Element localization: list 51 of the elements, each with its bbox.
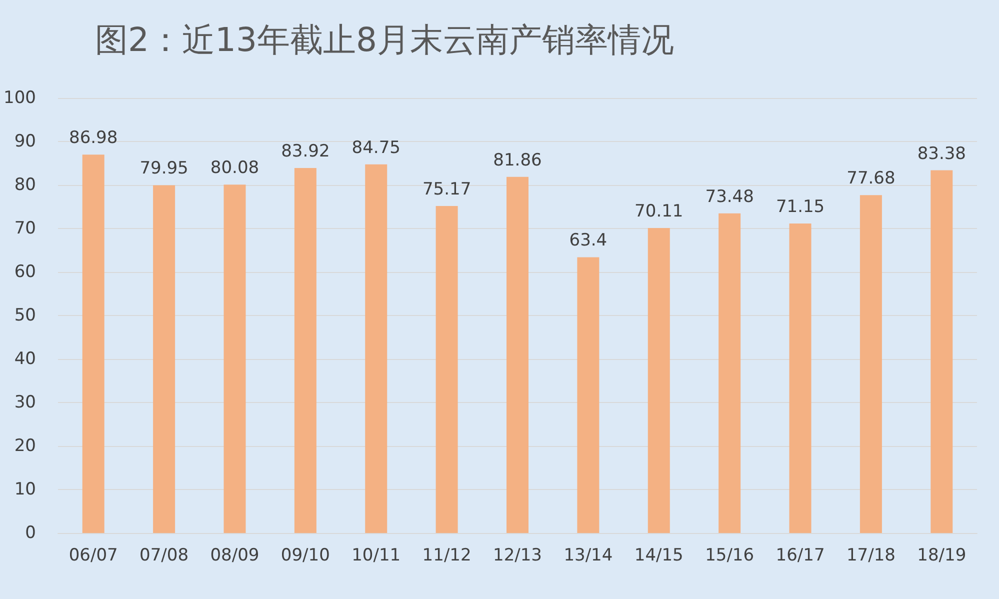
y-tick-label: 10	[14, 480, 36, 500]
bar	[365, 164, 388, 533]
y-tick-label: 0	[25, 523, 36, 543]
x-tick-label: 07/08	[140, 546, 189, 566]
y-tick-label: 80	[14, 175, 36, 195]
x-tick-label: 13/14	[564, 546, 613, 566]
x-tick-label: 08/09	[210, 546, 260, 566]
bar	[930, 170, 953, 533]
bar	[718, 213, 741, 533]
y-tick-label: 40	[14, 349, 36, 369]
data-label: 75.17	[422, 180, 472, 200]
x-tick-label: 12/13	[493, 546, 542, 566]
x-tick-label: 06/07	[68, 546, 118, 566]
x-tick-label: 10/11	[352, 546, 401, 566]
data-label: 86.98	[69, 128, 118, 148]
chart-title: 图2：近13年截止8月末云南产销率情况	[95, 20, 674, 59]
bar	[82, 154, 104, 533]
data-label: 83.92	[281, 141, 330, 162]
bar	[294, 168, 316, 533]
data-label: 80.08	[210, 158, 260, 178]
bar	[506, 176, 528, 533]
x-tick-label: 17/18	[846, 546, 896, 566]
y-tick-label: 20	[14, 436, 36, 456]
bar	[860, 195, 882, 533]
data-label: 73.48	[705, 186, 754, 207]
data-label: 79.95	[140, 158, 188, 179]
y-tick-label: 50	[14, 306, 36, 326]
bar	[224, 184, 246, 533]
data-label: 81.86	[493, 150, 542, 170]
data-label: 83.38	[917, 144, 966, 164]
bar	[789, 224, 812, 533]
data-label: 77.68	[846, 168, 896, 189]
y-tick-label: 100	[4, 88, 36, 108]
x-tick-label: 16/17	[776, 546, 825, 566]
data-label: 71.15	[776, 196, 825, 217]
x-tick-label: 18/19	[917, 546, 966, 566]
data-label: 70.11	[634, 202, 684, 222]
bar	[436, 206, 458, 533]
y-tick-label: 30	[14, 392, 36, 412]
x-tick-label: 15/16	[705, 546, 754, 566]
x-tick-label: 14/15	[634, 546, 684, 566]
x-tick-label: 09/10	[280, 546, 330, 566]
y-tick-label: 90	[14, 132, 36, 152]
x-tick-label: 11/12	[422, 546, 472, 566]
y-tick-label: 70	[14, 218, 36, 238]
bar	[153, 185, 176, 533]
bar	[577, 257, 600, 533]
bar	[648, 228, 670, 533]
data-label: 84.75	[352, 138, 400, 158]
data-label: 63.4	[569, 230, 608, 251]
y-tick-label: 60	[14, 262, 36, 282]
